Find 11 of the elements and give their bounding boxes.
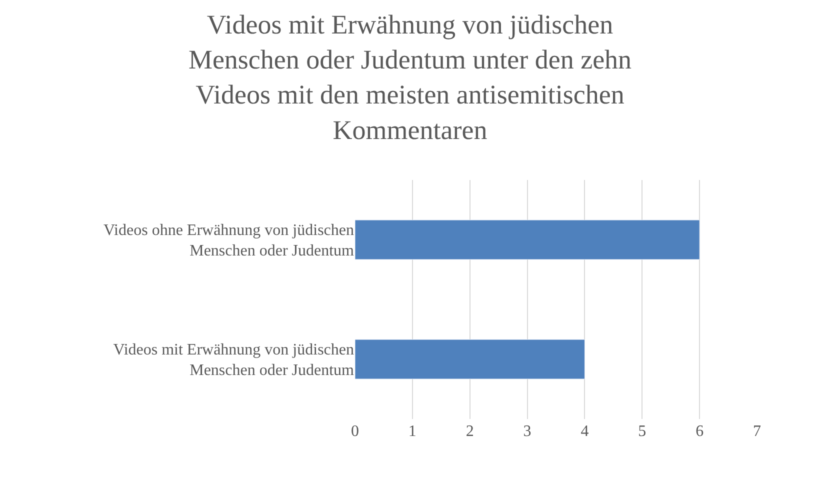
- x-tick-label: 0: [351, 423, 359, 440]
- x-tick-label: 1: [408, 423, 416, 440]
- chart-title: Videos mit Erwähnung von jüdischen Menschen oder Judentum unter den zehn Videos mit den meisten antisemitischen Kommentaren: [188, 10, 632, 145]
- x-tick-label: 5: [638, 423, 646, 440]
- x-tick-label: 2: [466, 423, 474, 440]
- y-tick-label: Videos mit Erwähnung von jüdischen Menschen oder Judentum: [113, 341, 355, 380]
- y-tick-label: Videos ohne Erwähnung von jüdischen Menschen oder Judentum: [103, 222, 355, 260]
- x-tick-label: 3: [523, 423, 532, 440]
- x-tick-label: 4: [580, 423, 589, 440]
- x-tick-label: 6: [696, 423, 704, 440]
- x-tick-label: 7: [753, 423, 761, 440]
